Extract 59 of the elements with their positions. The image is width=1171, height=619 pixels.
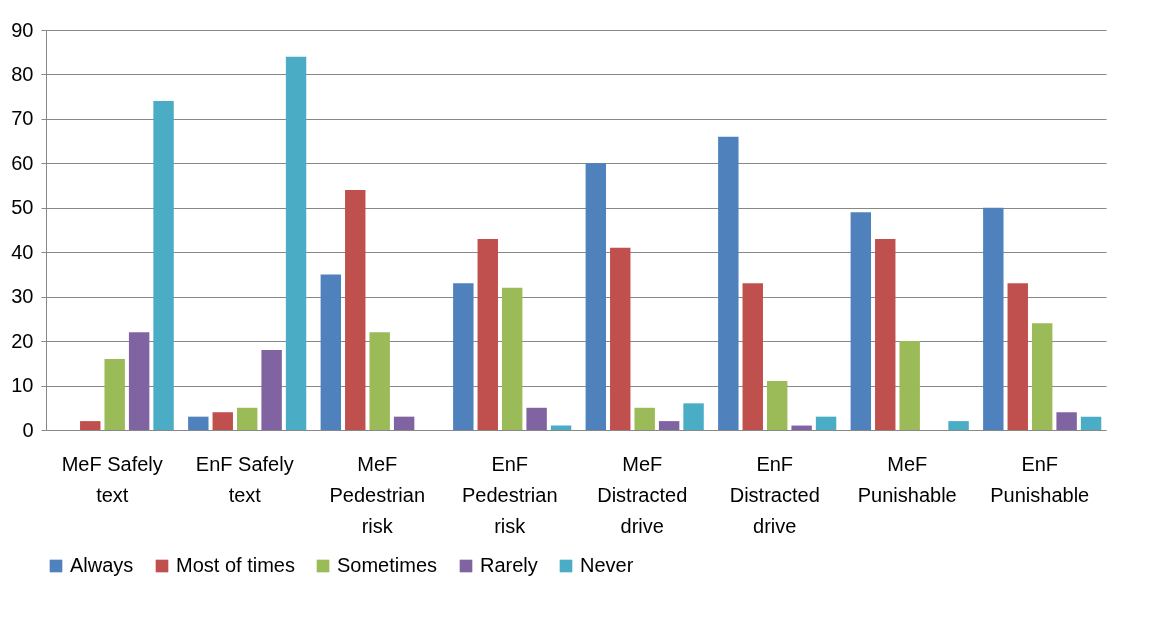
bar: [453, 283, 474, 430]
y-tick-label: 0: [22, 418, 34, 441]
legend-label: Always: [70, 554, 134, 576]
bar: [345, 190, 366, 430]
bar: [815, 416, 837, 430]
bar: [742, 283, 763, 430]
bar: [501, 287, 523, 430]
bar: [1056, 412, 1077, 430]
bar: [261, 350, 282, 430]
bar: [369, 332, 390, 430]
x-tick-label: EnF Distracted drive: [729, 452, 820, 537]
bar: [658, 421, 680, 430]
legend-label: Rarely: [480, 554, 538, 576]
x-tick-label: EnF Pedestrian risk: [461, 452, 558, 537]
bar: [477, 238, 498, 430]
bar: [1007, 283, 1028, 430]
bar: [1080, 416, 1102, 430]
bar: [850, 212, 872, 430]
bar: [899, 341, 920, 430]
y-tick-label: 80: [11, 62, 34, 85]
y-tick-label: 20: [11, 329, 34, 352]
y-tick-label: 40: [11, 240, 34, 263]
bar: [875, 238, 896, 430]
bar: [634, 407, 655, 430]
bar: [948, 421, 969, 430]
bar: [285, 56, 307, 430]
bar: [80, 421, 101, 430]
bar: [526, 407, 547, 430]
y-tick-label: 90: [11, 18, 34, 41]
x-tick-label: MeF Punishable: [857, 452, 957, 506]
y-tick-label: 70: [11, 107, 34, 130]
bar: [791, 425, 812, 430]
x-tick-label: EnF Punishable: [990, 452, 1090, 506]
y-tick-label: 50: [11, 196, 34, 219]
x-tick-label: EnF Safely text: [195, 452, 294, 506]
bar: [236, 407, 258, 430]
legend-label: Never: [580, 554, 634, 576]
bar: [718, 136, 739, 430]
legend-label: Sometimes: [337, 554, 438, 576]
bar: [585, 163, 607, 430]
x-tick-label: MeF Pedestrian risk: [329, 452, 426, 537]
y-tick-label: 30: [11, 285, 34, 308]
bar: [128, 332, 150, 430]
bar: [153, 101, 174, 430]
legend-label: Most of times: [176, 554, 295, 576]
bar: [188, 416, 209, 430]
x-tick-label: MeF Distracted drive: [597, 452, 688, 537]
y-tick-label: 60: [11, 151, 34, 174]
bar: [983, 207, 1004, 430]
bar: [320, 274, 342, 430]
bar: [393, 416, 415, 430]
x-tick-label: MeF Safely text: [61, 452, 163, 506]
bar: [104, 358, 125, 430]
bar: [766, 381, 788, 430]
bar: [1031, 323, 1053, 430]
y-tick-label: 10: [11, 374, 34, 397]
bar: [212, 412, 233, 430]
bar: [683, 403, 704, 430]
bar: [610, 247, 631, 430]
